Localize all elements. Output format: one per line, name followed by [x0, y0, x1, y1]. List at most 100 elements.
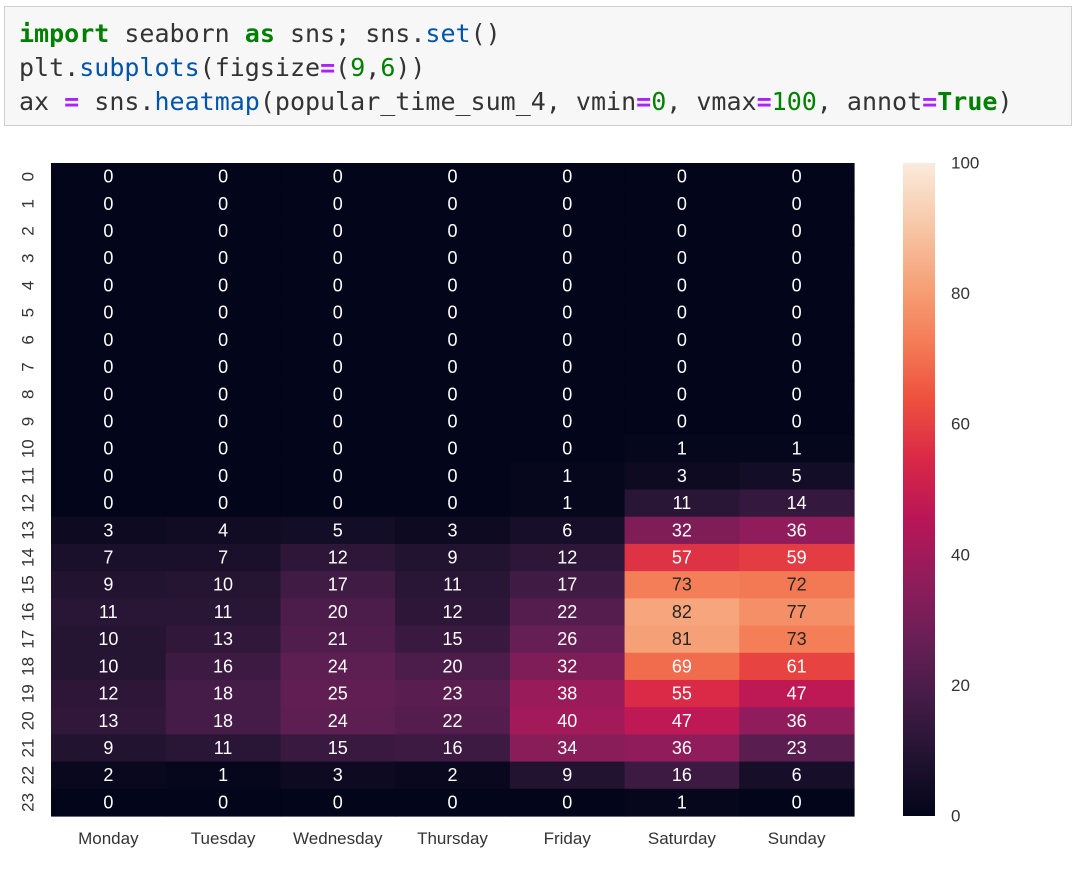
cell-value-label: 32 [557, 656, 577, 676]
heatmap-cell [624, 299, 740, 327]
cell-value-label: 11 [214, 738, 233, 758]
heatmap-cell [739, 761, 855, 790]
code-token: , annot [816, 87, 923, 116]
heatmap-cell [165, 679, 282, 708]
heatmap-cell [624, 679, 740, 708]
heatmap-cell [624, 788, 740, 817]
y-tick-label: 16 [19, 602, 38, 621]
heatmap-cell [280, 761, 396, 790]
colorbar-tick-label: 0 [951, 807, 960, 826]
heatmap-cell [624, 734, 740, 763]
heatmap-cell [624, 571, 740, 599]
y-tick-label: 6 [19, 335, 38, 344]
code-token: heatmap [154, 87, 260, 116]
heatmap-cell [739, 299, 855, 327]
cell-value-label: 0 [447, 275, 457, 295]
heatmap-cell [280, 299, 396, 327]
code-cell[interactable]: import seaborn as sns; sns.set() plt.sub… [4, 6, 1072, 126]
cell-value-label: 9 [447, 548, 457, 568]
colorbar-tick-label: 40 [951, 545, 970, 564]
colorbar-tick-labels: 0 20 40 60 80 100 [951, 154, 979, 826]
cell-value-label: 10 [213, 575, 233, 595]
cell-value-label: 0 [218, 439, 228, 459]
cell-value-label: 21 [328, 629, 348, 649]
code-token: sns; sns. [274, 19, 426, 48]
cell-value-label: 0 [447, 493, 457, 513]
heatmap-cell [624, 353, 740, 382]
y-tick-label: 12 [19, 494, 38, 513]
code-token: ) [997, 87, 1013, 116]
heatmap-cell [51, 407, 167, 436]
cell-value-label: 0 [792, 384, 802, 404]
heatmap-cell [51, 326, 167, 355]
heatmap-cell [739, 353, 855, 382]
heatmap-cell [280, 571, 396, 599]
cell-value-label: 0 [333, 221, 343, 241]
cell-value-label: 5 [333, 520, 343, 540]
cell-value-label: 0 [218, 330, 228, 350]
heatmap-cell [624, 652, 740, 681]
cell-value-label: 0 [103, 493, 113, 513]
heatmap-cell [395, 707, 511, 735]
cell-value-label: 72 [787, 575, 807, 595]
cell-value-label: 1 [792, 439, 802, 459]
y-tick-label: 5 [19, 308, 38, 317]
heatmap-cell [739, 163, 855, 191]
cell-value-label: 0 [562, 792, 572, 812]
code-token: = [64, 87, 80, 116]
heatmap-cell [739, 734, 855, 763]
cell-value-label: 0 [677, 357, 687, 377]
heatmap-cell [739, 489, 855, 518]
cell-value-label: 11 [214, 602, 233, 622]
y-tick-label: 23 [19, 793, 38, 812]
heatmap-cell [280, 244, 396, 273]
heatmap-cell [280, 435, 396, 463]
heatmap-annotations: 0 0 0 0 0 0 0 0 0 0 0 0 0 0 0 0 0 0 0 0 0 0 0 0 0 0 0 0 0 0 0 0 0 0 0 0 0 0 0 0… [98, 167, 806, 813]
cell-value-label: 0 [447, 303, 457, 323]
heatmap-cell [51, 163, 167, 191]
cell-value-label: 0 [103, 411, 113, 431]
heatmap-cell [165, 598, 282, 627]
cell-value-label: 0 [562, 167, 572, 187]
cell-value-label: 82 [672, 602, 692, 622]
cell-value-label: 0 [218, 167, 228, 187]
heatmap-cell [509, 190, 626, 219]
heatmap-cell [165, 407, 282, 436]
cell-value-label: 0 [218, 384, 228, 404]
cell-value-label: 0 [562, 384, 572, 404]
cell-value-label: 22 [442, 711, 462, 731]
cell-value-label: 0 [562, 275, 572, 295]
heatmap-cell [395, 679, 511, 708]
heatmap-cell [509, 543, 626, 572]
heatmap-cell [739, 707, 855, 735]
heatmap-cell [509, 299, 626, 327]
cell-value-label: 57 [672, 548, 692, 568]
heatmap-cell [165, 190, 282, 219]
heatmap-cell [280, 625, 396, 654]
heatmap-cell [624, 761, 740, 790]
cell-value-label: 9 [103, 575, 113, 595]
heatmap-cell [280, 326, 396, 355]
cell-value-label: 0 [103, 439, 113, 459]
cell-value-label: 20 [442, 656, 462, 676]
heatmap-cell [165, 571, 282, 599]
cell-value-label: 0 [218, 303, 228, 323]
cell-value-label: 23 [442, 684, 462, 704]
heatmap-cell [280, 734, 396, 763]
heatmap-cell [395, 435, 511, 463]
heatmap-cell [280, 516, 396, 545]
code-line-1: import seaborn as sns; sns.set() [19, 17, 501, 51]
cell-value-label: 13 [98, 711, 118, 731]
cell-value-label: 0 [103, 330, 113, 350]
cell-value-label: 13 [213, 629, 233, 649]
cell-value-label: 0 [792, 194, 802, 214]
cell-value-label: 11 [443, 575, 462, 595]
cell-value-label: 0 [218, 792, 228, 812]
heatmap-cell [624, 271, 740, 300]
cell-value-label: 32 [672, 520, 692, 540]
heatmap-cell [509, 462, 626, 491]
heatmap-cell [509, 435, 626, 463]
code-token: as [244, 19, 275, 48]
heatmap-cell [395, 190, 511, 219]
heatmap-cell [51, 543, 167, 572]
